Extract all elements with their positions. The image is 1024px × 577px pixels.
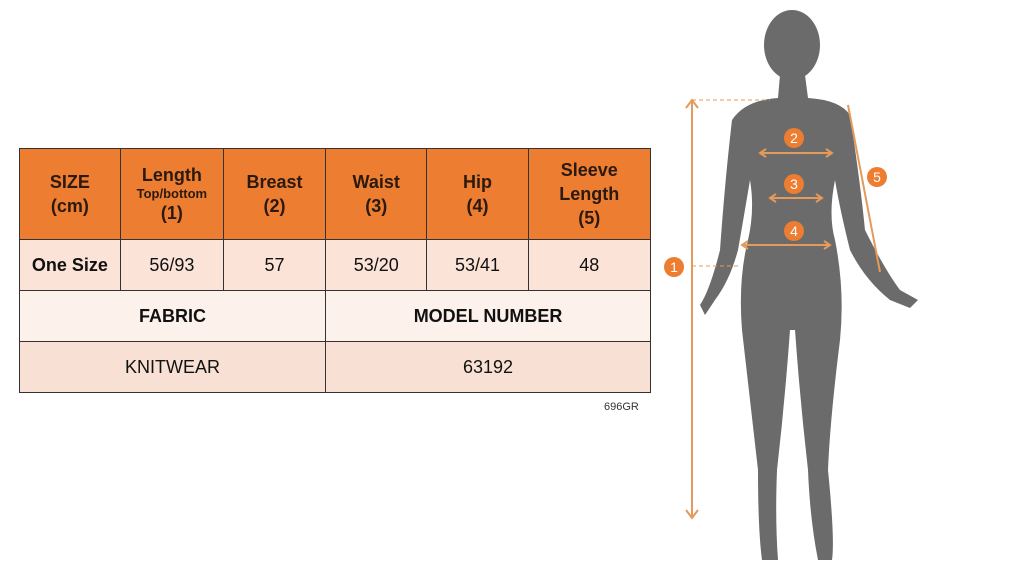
marker-4-icon xyxy=(784,221,804,241)
cell-hip: 53/41 xyxy=(426,239,529,291)
label-row: FABRIC MODEL NUMBER xyxy=(18,290,651,342)
fabric-value: KNITWEAR xyxy=(18,341,327,393)
measurement-lines xyxy=(685,98,881,520)
product-code: 696GR xyxy=(604,401,639,413)
marker-5-icon xyxy=(867,167,887,187)
body-measurement-diagram: 1 2 3 4 5 xyxy=(664,10,918,560)
svg-text:5: 5 xyxy=(873,169,881,185)
silhouette xyxy=(700,10,918,560)
header-row: SIZE (cm) Length Top/bottom (1) Breast (2) W… xyxy=(19,148,652,240)
header-waist: Waist (3) xyxy=(325,148,428,240)
marker-3-icon xyxy=(784,174,804,194)
header-breast: Breast (2) xyxy=(222,148,327,240)
model-number-value: 63192 xyxy=(325,341,651,393)
marker-1-icon xyxy=(664,257,684,277)
svg-text:3: 3 xyxy=(790,176,798,192)
cell-sleeve: 48 xyxy=(527,239,652,291)
fabric-label: FABRIC xyxy=(18,290,327,342)
marker-2-icon xyxy=(784,128,804,148)
svg-text:2: 2 xyxy=(790,130,798,146)
header-hip: Hip (4) xyxy=(426,148,529,240)
marker-icons: 1 2 3 4 5 xyxy=(664,128,887,277)
table-row: One Size 56/93 57 53/20 53/41 48 xyxy=(19,239,652,291)
header-sleeve: Sleeve Length (5) xyxy=(527,148,652,240)
model-number-label: MODEL NUMBER xyxy=(325,290,651,342)
svg-text:4: 4 xyxy=(790,223,798,239)
cell-waist: 53/20 xyxy=(325,239,428,291)
cell-length: 56/93 xyxy=(119,239,224,291)
header-size: SIZE (cm) xyxy=(19,148,121,240)
header-length: Length Top/bottom (1) xyxy=(119,148,224,240)
svg-text:1: 1 xyxy=(670,259,678,275)
value-row: KNITWEAR 63192 xyxy=(18,341,651,393)
size-chart-table: SIZE (cm) Length Top/bottom (1) Breast (2) W… xyxy=(18,148,652,393)
cell-breast: 57 xyxy=(222,239,327,291)
cell-size: One Size xyxy=(19,239,121,291)
